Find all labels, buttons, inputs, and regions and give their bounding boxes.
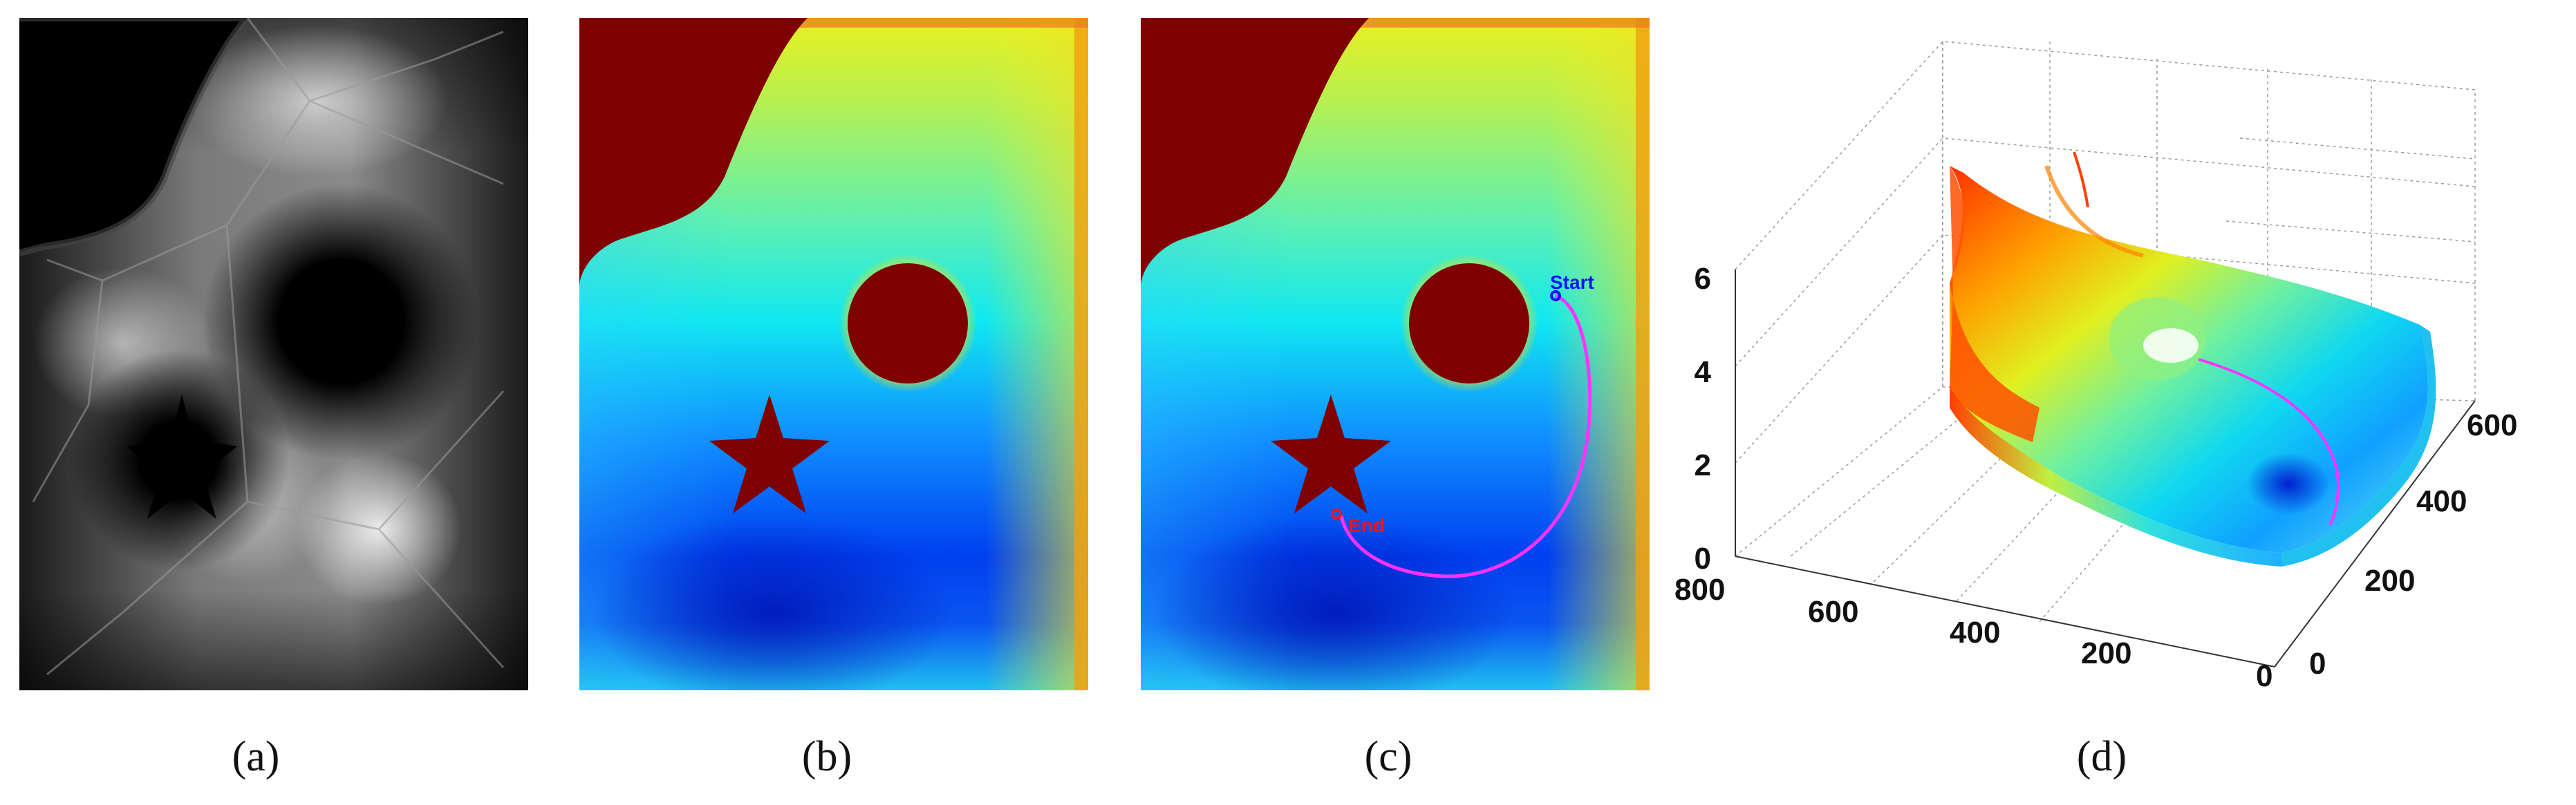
x-tick-0: 0	[2256, 659, 2272, 693]
y-tick-200: 200	[2364, 564, 2415, 598]
x-tick-800: 800	[1674, 573, 1725, 607]
panel-d-surface-plot: 6 4 2 0 800 600 400 200 0 0 200 400 600	[1674, 41, 2517, 693]
end-marker	[1331, 509, 1342, 520]
start-label: Start	[1550, 272, 1594, 293]
axes-lines	[1735, 269, 2476, 667]
x-tick-600: 600	[1808, 595, 1858, 629]
z-tick-6: 6	[1695, 262, 1711, 296]
surface	[1950, 151, 2436, 567]
panel-a-distance-map	[19, 18, 528, 690]
x-tick-400: 400	[1950, 616, 2000, 650]
surface-path	[2198, 358, 2340, 526]
y-tick-0: 0	[2309, 647, 2326, 681]
end-label: End	[1348, 515, 1385, 536]
z-tick-0: 0	[1695, 542, 1711, 576]
panel-b-potential-map	[579, 18, 1088, 690]
panel-c-path-map: Start End	[1141, 18, 1650, 690]
planned-path	[1339, 294, 1592, 578]
caption-a: (a)	[232, 733, 280, 780]
caption-b: (b)	[801, 733, 852, 780]
x-tick-200: 200	[2081, 636, 2131, 670]
start-marker	[1550, 290, 1561, 301]
y-tick-400: 400	[2416, 484, 2467, 518]
caption-c: (c)	[1364, 733, 1412, 780]
z-tick-4: 4	[1695, 355, 1712, 389]
caption-d: (d)	[2076, 733, 2127, 780]
y-tick-600: 600	[2467, 408, 2517, 442]
z-tick-2: 2	[1695, 448, 1711, 482]
